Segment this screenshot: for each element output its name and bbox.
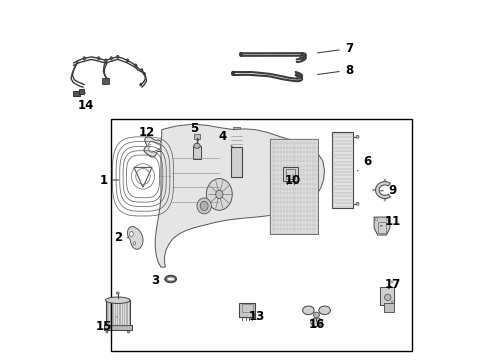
Ellipse shape (129, 231, 133, 237)
Bar (103, 325, 132, 330)
Polygon shape (155, 124, 324, 267)
Ellipse shape (318, 306, 330, 315)
Ellipse shape (104, 59, 107, 62)
Ellipse shape (390, 301, 392, 302)
Ellipse shape (383, 179, 385, 181)
Bar (331, 132, 352, 208)
Ellipse shape (231, 71, 234, 76)
Ellipse shape (215, 190, 223, 199)
Ellipse shape (110, 57, 112, 60)
Bar (239, 303, 255, 317)
Ellipse shape (386, 219, 387, 221)
Ellipse shape (302, 306, 313, 315)
Ellipse shape (134, 64, 137, 67)
Bar (269, 139, 318, 234)
Text: 16: 16 (307, 318, 324, 330)
Text: 4: 4 (218, 130, 232, 148)
Ellipse shape (355, 135, 358, 138)
Bar (377, 222, 386, 233)
Ellipse shape (116, 55, 119, 58)
Polygon shape (143, 137, 166, 157)
Bar (285, 169, 294, 179)
Text: 5: 5 (189, 122, 198, 140)
Bar (79, 89, 84, 94)
Ellipse shape (375, 219, 377, 221)
Ellipse shape (141, 69, 142, 72)
Text: 8: 8 (317, 64, 352, 77)
Text: 14: 14 (77, 93, 93, 112)
Ellipse shape (143, 72, 145, 75)
Ellipse shape (127, 331, 129, 333)
Ellipse shape (133, 242, 135, 245)
Bar (231, 147, 242, 177)
Text: 7: 7 (317, 42, 352, 55)
Text: 15: 15 (95, 317, 117, 333)
Bar (105, 300, 130, 326)
Text: 6: 6 (357, 156, 370, 171)
Text: 1: 1 (99, 174, 119, 186)
Text: 17: 17 (384, 278, 400, 291)
Text: 10: 10 (285, 174, 301, 187)
Ellipse shape (106, 331, 108, 333)
Ellipse shape (197, 198, 211, 214)
Bar (230, 176, 243, 179)
Bar (192, 146, 201, 159)
Ellipse shape (384, 294, 390, 301)
Bar (201, 155, 204, 158)
Ellipse shape (313, 312, 319, 318)
Bar (283, 167, 297, 181)
Polygon shape (373, 217, 389, 235)
Polygon shape (148, 141, 160, 152)
Bar (194, 134, 200, 139)
Bar (102, 78, 109, 84)
Polygon shape (375, 182, 389, 198)
Text: 13: 13 (248, 310, 264, 323)
Ellipse shape (140, 83, 142, 86)
Text: 3: 3 (151, 274, 166, 287)
Ellipse shape (239, 53, 242, 56)
Ellipse shape (116, 292, 119, 294)
Text: 9: 9 (380, 184, 396, 197)
Ellipse shape (200, 201, 208, 211)
Ellipse shape (105, 297, 130, 303)
Bar (192, 155, 196, 158)
Ellipse shape (310, 318, 322, 327)
Polygon shape (127, 226, 142, 249)
Bar (232, 127, 240, 130)
Ellipse shape (355, 202, 358, 205)
Bar (73, 91, 80, 96)
Ellipse shape (97, 57, 100, 60)
Ellipse shape (193, 143, 200, 148)
Text: 2: 2 (114, 231, 128, 244)
Text: 11: 11 (380, 215, 400, 228)
Bar (241, 304, 253, 312)
Ellipse shape (126, 59, 128, 62)
Ellipse shape (206, 179, 232, 210)
Bar (384, 303, 393, 312)
Text: 12: 12 (138, 126, 154, 145)
Ellipse shape (383, 199, 385, 201)
Ellipse shape (390, 281, 392, 283)
Ellipse shape (372, 189, 374, 191)
Ellipse shape (83, 57, 85, 60)
Bar (379, 287, 393, 305)
Bar (111, 119, 411, 351)
